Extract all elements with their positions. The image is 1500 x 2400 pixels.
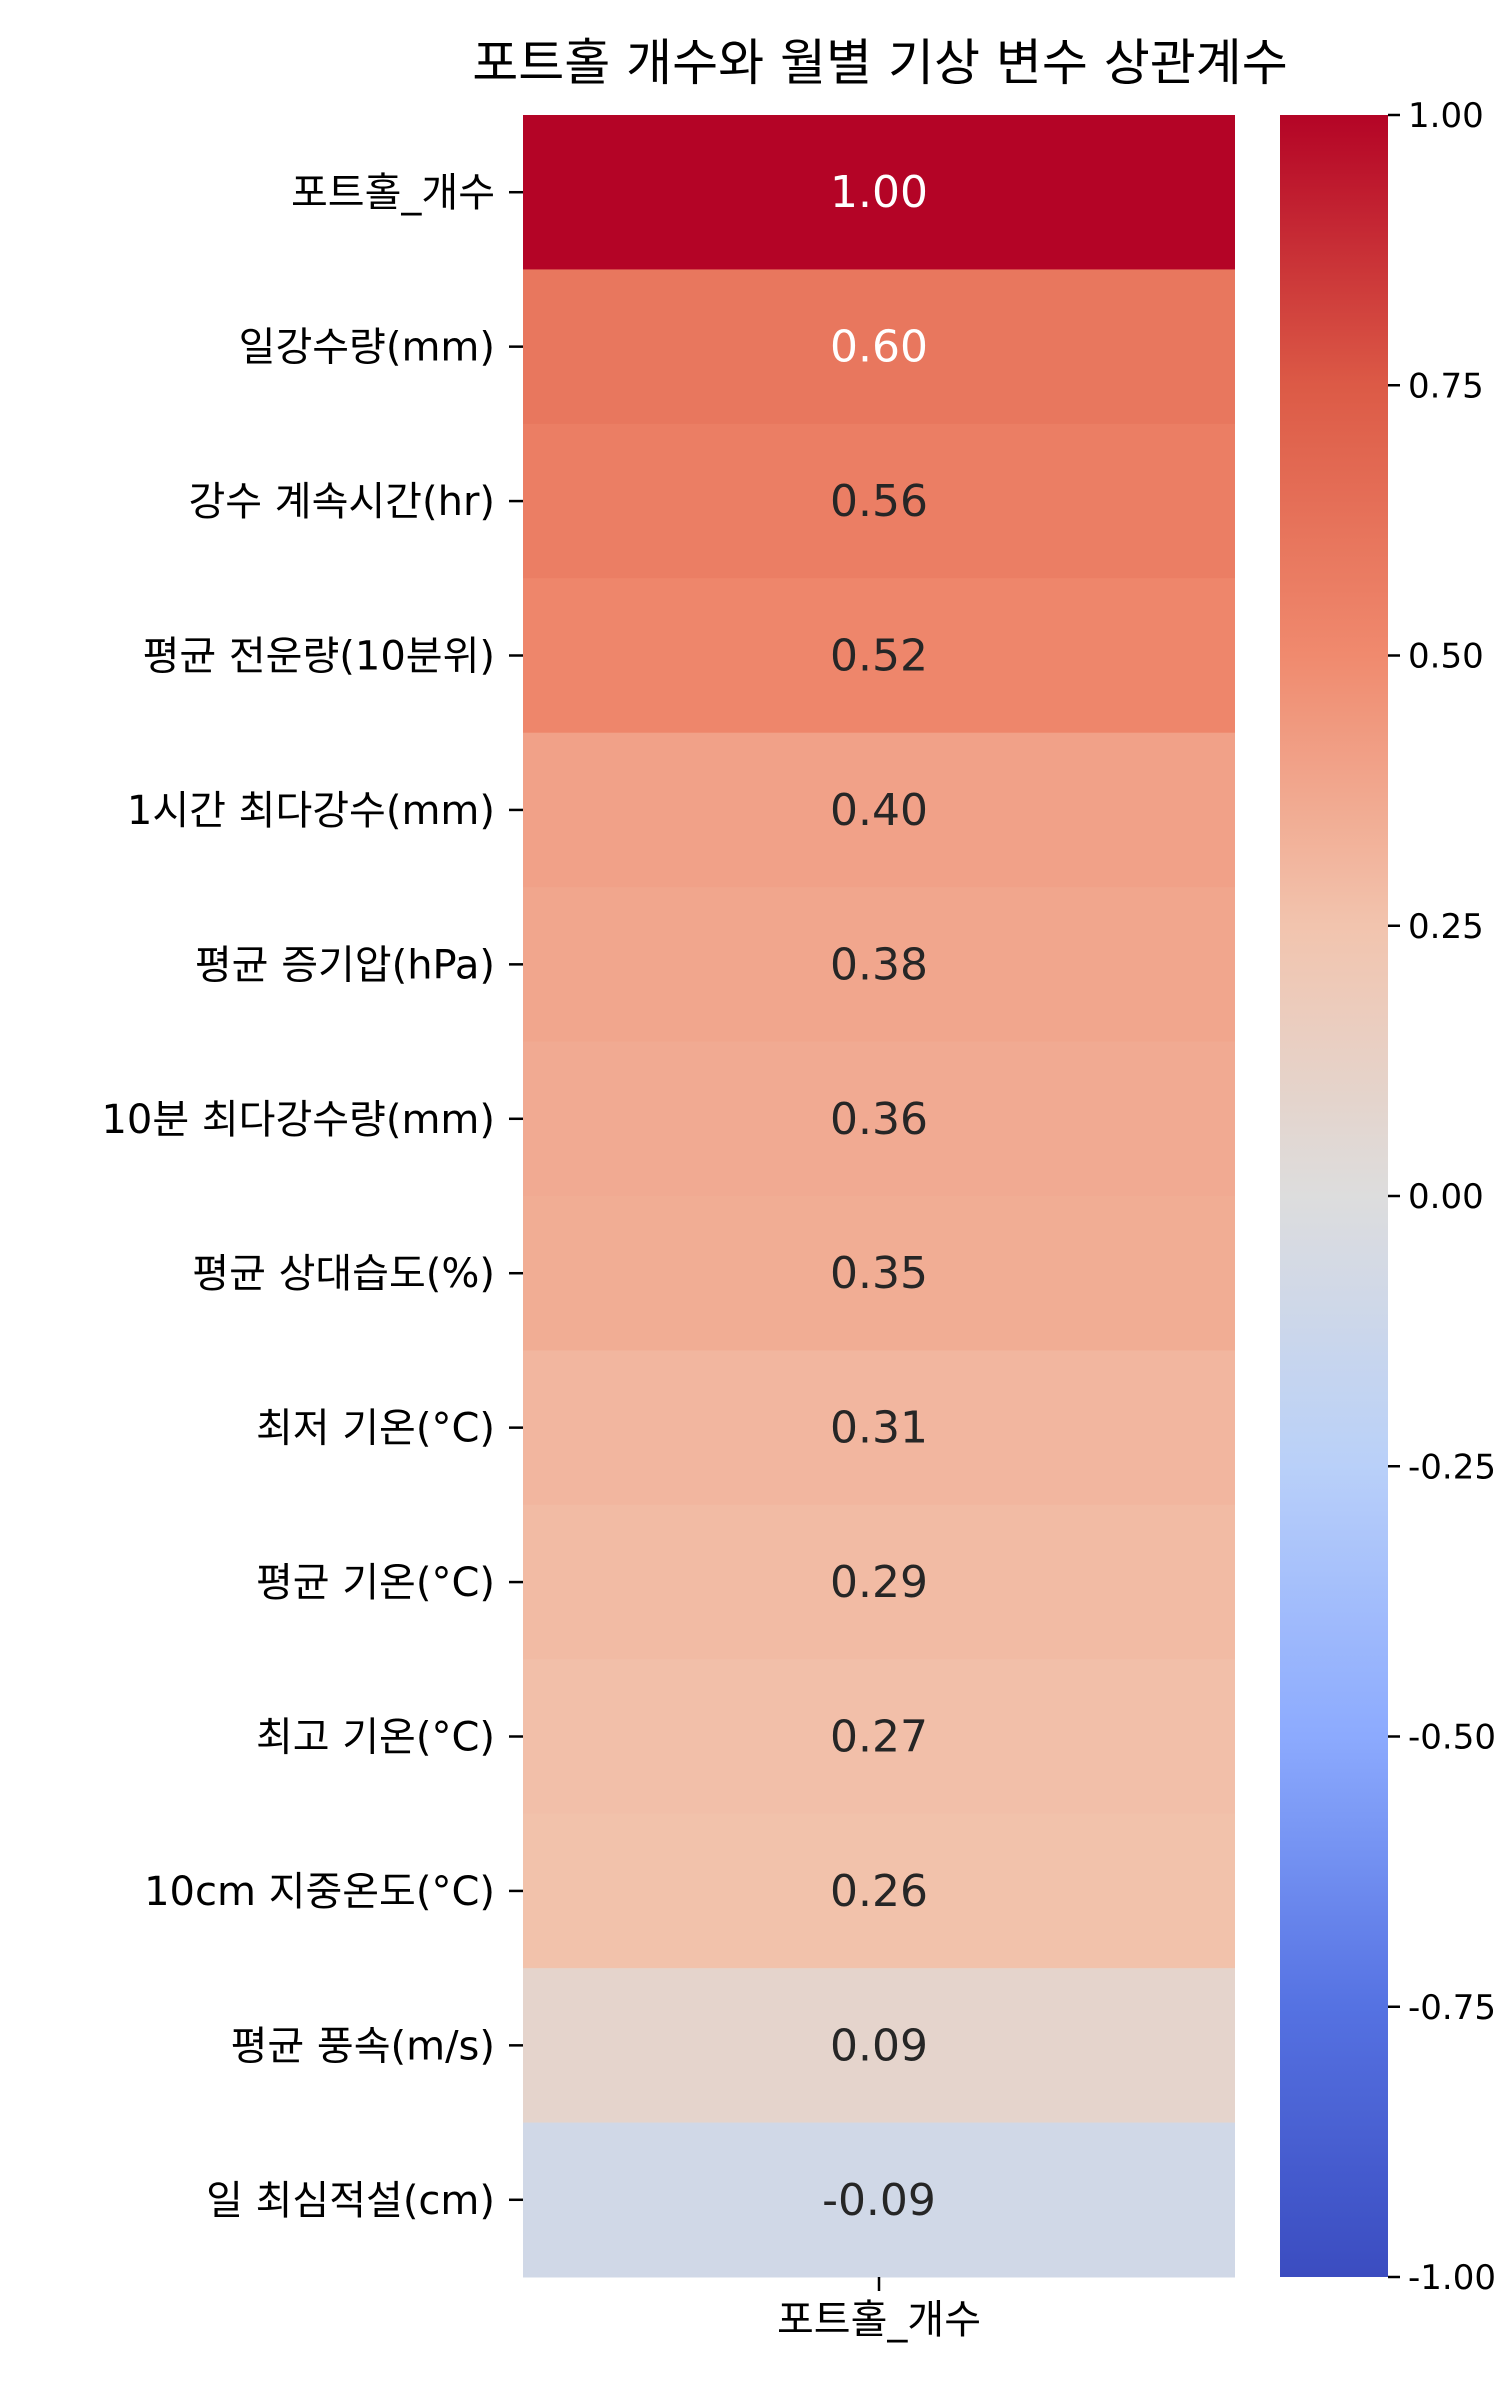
- row-label: 최고 기온(°C): [256, 1715, 495, 1761]
- colorbar-tick-label: 0.25: [1408, 907, 1484, 947]
- colorbar-gradient: [1280, 115, 1388, 2277]
- heatmap-cell: [523, 269, 1235, 425]
- colorbar-tick-label: 1.00: [1408, 96, 1484, 136]
- heatmap-cell: [523, 1659, 1235, 1815]
- colorbar-tick-label: -0.50: [1408, 1718, 1496, 1758]
- row-label: 평균 기온(°C): [256, 1560, 495, 1606]
- cell-annotation: 0.26: [830, 1866, 928, 1917]
- cell-annotation: 0.38: [830, 939, 928, 990]
- cell-annotation: 0.27: [830, 1712, 928, 1763]
- cell-annotation: 1.00: [830, 167, 928, 218]
- row-label: 평균 증기압(hPa): [195, 942, 495, 988]
- colorbar-tick-label: 0.00: [1408, 1177, 1484, 1217]
- heatmap-cell: [523, 578, 1235, 734]
- heatmap-cell: [523, 1196, 1235, 1351]
- row-label: 일 최심적설(cm): [206, 2178, 495, 2224]
- heatmap-cell: [523, 1350, 1235, 1506]
- heatmap-annotations: 1.00 0.60 0.56 0.52 0.40 0.38 0.36 0.35 0.31 0.29…: [822, 167, 936, 2226]
- cell-annotation: 0.56: [830, 476, 928, 527]
- heatmap-cell: [523, 732, 1235, 888]
- colorbar-tick-label: -0.25: [1408, 1447, 1496, 1487]
- heatmap-cells: [523, 115, 1235, 2278]
- cell-annotation: 0.52: [830, 631, 928, 682]
- cell-annotation: 0.09: [830, 2020, 928, 2071]
- row-label: 평균 전운량(10분위): [143, 634, 495, 680]
- row-label: 10분 최다강수량(mm): [101, 1097, 495, 1143]
- row-label: 평균 상대습도(%): [192, 1251, 495, 1297]
- row-label: 강수 계속시간(hr): [188, 479, 495, 525]
- heatmap-cell: [523, 1504, 1235, 1660]
- heatmap-cell: [523, 115, 1235, 270]
- cell-annotation: 0.31: [830, 1403, 928, 1454]
- cell-annotation: 0.35: [830, 1248, 928, 1299]
- cell-annotation: -0.09: [822, 2175, 936, 2226]
- chart-title: 포트홀 개수와 월별 기상 변수 상관계수: [472, 34, 1287, 92]
- row-label: 1시간 최다강수(mm): [127, 788, 495, 834]
- heatmap-cell: [523, 1041, 1235, 1197]
- row-label: 최저 기온(°C): [256, 1406, 495, 1452]
- column-labels: 포트홀_개수: [777, 2277, 981, 2343]
- row-label: 포트홀_개수: [291, 170, 495, 216]
- heatmap-cell: [523, 1968, 1235, 2124]
- heatmap-cell: [523, 887, 1235, 1043]
- row-label: 일강수량(mm): [239, 325, 495, 371]
- row-label: 평균 풍속(m/s): [231, 2023, 495, 2069]
- colorbar: 1.00 0.75 0.50 0.25 0.00 -0.25 -0.50 -0.75 -1.00: [1280, 96, 1496, 2298]
- heatmap-cell: [523, 1813, 1235, 1969]
- row-label: 10cm 지중온도(°C): [144, 1869, 495, 1915]
- heatmap-cell: [523, 423, 1235, 579]
- colorbar-tick-label: -1.00: [1408, 2258, 1496, 2298]
- cell-annotation: 0.36: [830, 1094, 928, 1145]
- colorbar-tick-label: 0.75: [1408, 366, 1484, 406]
- cell-annotation: 0.40: [830, 785, 928, 836]
- colorbar-tick-label: 0.50: [1408, 637, 1484, 677]
- heatmap-cell: [523, 2122, 1235, 2278]
- cell-annotation: 0.29: [830, 1557, 928, 1608]
- cell-annotation: 0.60: [830, 322, 928, 373]
- column-label: 포트홀_개수: [777, 2297, 981, 2343]
- colorbar-tick-label: -0.75: [1408, 1988, 1496, 2028]
